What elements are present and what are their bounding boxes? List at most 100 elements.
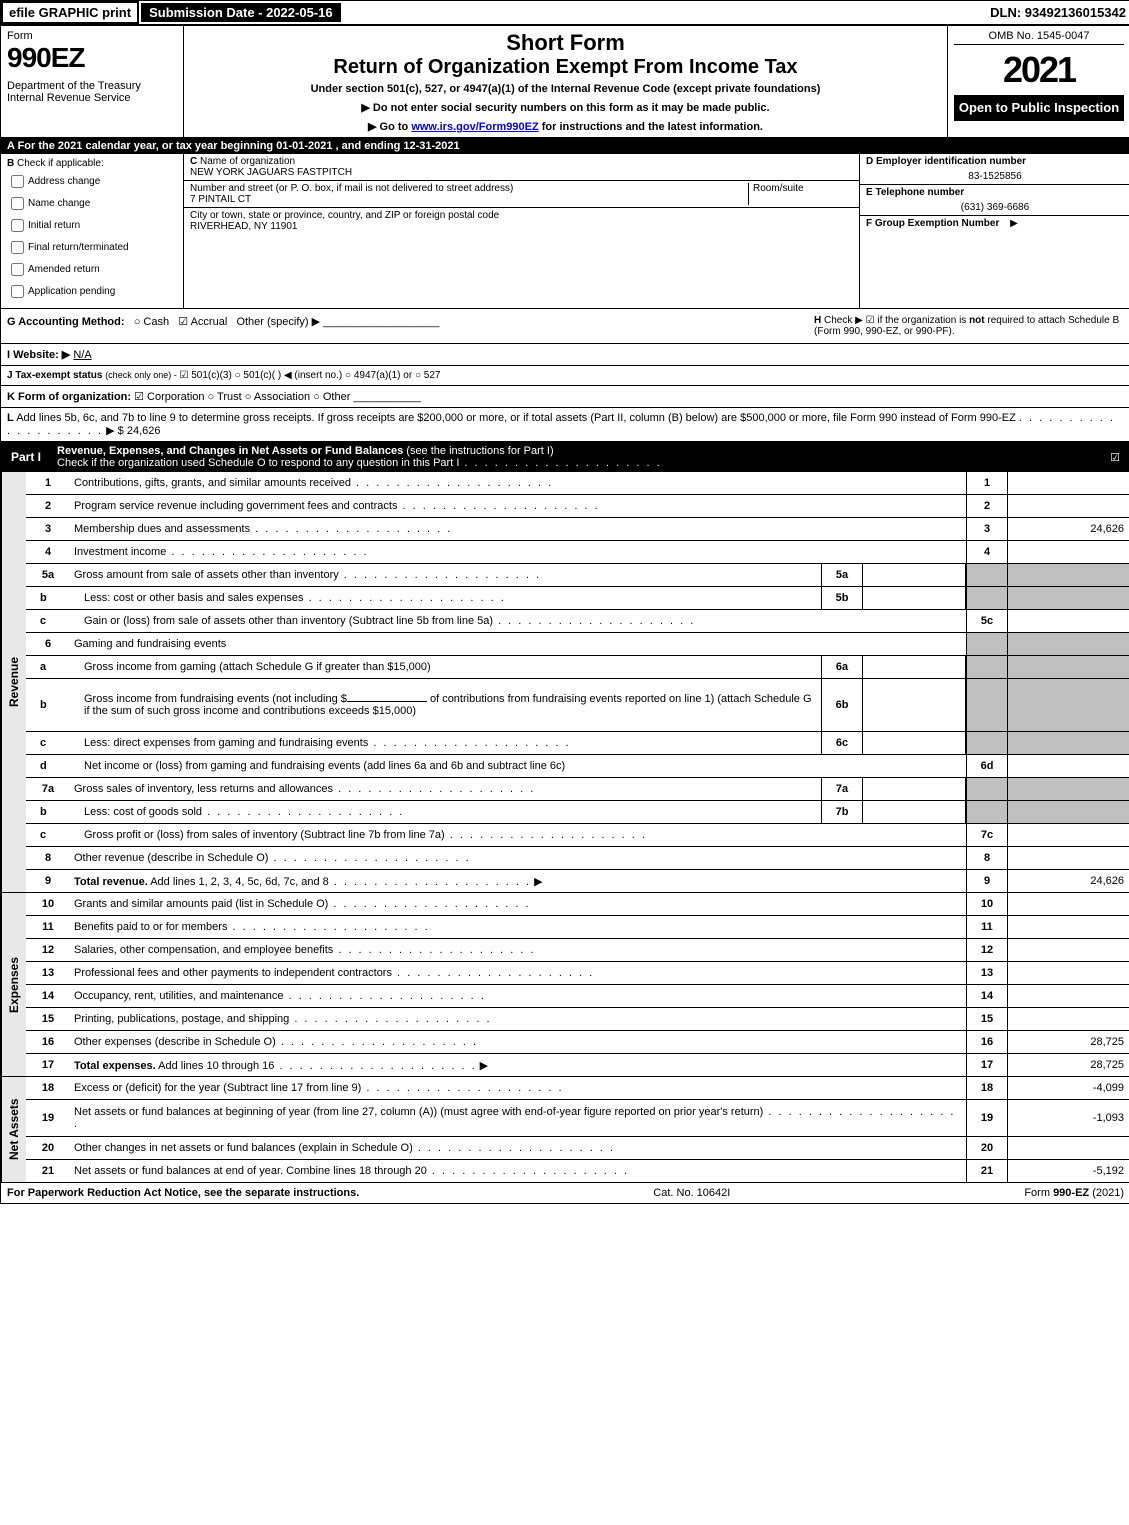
tax-exempt-label: J Tax-exempt status — [7, 370, 102, 381]
check-if-applicable: Check if applicable: — [17, 158, 104, 169]
accrual-option[interactable]: Accrual — [191, 316, 228, 328]
line-16: 16Other expenses (describe in Schedule O… — [26, 1031, 1129, 1054]
tax-exempt-options[interactable]: ☑ 501(c)(3) ○ 501(c)( ) ◀ (insert no.) ○… — [180, 370, 441, 381]
efile-button[interactable]: efile GRAPHIC print — [1, 1, 139, 24]
line-21: 21Net assets or fund balances at end of … — [26, 1160, 1129, 1182]
line-10: 10Grants and similar amounts paid (list … — [26, 893, 1129, 916]
instr2-suffix: for instructions and the latest informat… — [539, 121, 763, 133]
open-public-inspection: Open to Public Inspection — [954, 96, 1124, 121]
group-exemption-label: F Group Exemption Number — [866, 218, 999, 229]
initial-return-checkbox[interactable] — [11, 219, 24, 232]
line6b-desc1: Gross income from fundraising events (no… — [84, 693, 347, 705]
footer-right: Form 990-EZ (2021) — [1024, 1187, 1124, 1199]
org-name-box: C Name of organization NEW YORK JAGUARS … — [184, 154, 859, 181]
form-container: efile GRAPHIC print Submission Date - 20… — [0, 0, 1129, 1204]
other-option[interactable]: Other (specify) ▶ — [236, 316, 320, 328]
name-change-label: Name change — [28, 198, 90, 209]
line-7a: 7aGross sales of inventory, less returns… — [26, 778, 1129, 801]
part1-sub: (see the instructions for Part I) — [403, 445, 553, 457]
line-6d: dNet income or (loss) from gaming and fu… — [26, 755, 1129, 778]
header-right: OMB No. 1545-0047 2021 Open to Public In… — [948, 26, 1129, 137]
name-change-checkbox[interactable] — [11, 197, 24, 210]
part1-title: Revenue, Expenses, and Changes in Net As… — [57, 445, 403, 457]
line-8: 8Other revenue (describe in Schedule O)8 — [26, 847, 1129, 870]
part1-checkbox[interactable]: ☑ — [1100, 451, 1129, 464]
dln-number: DLN: 93492136015342 — [990, 5, 1129, 20]
subtitle: Under section 501(c), 527, or 4947(a)(1)… — [192, 83, 939, 95]
part1-check-text: Check if the organization used Schedule … — [57, 457, 459, 469]
checkbox-name-change[interactable]: Name change — [7, 194, 177, 213]
form-of-org-options[interactable]: ☑ Corporation ○ Trust ○ Association ○ Ot… — [134, 391, 350, 403]
section-b: B Check if applicable: Address change Na… — [1, 154, 184, 308]
telephone-label: E Telephone number — [866, 187, 1124, 198]
section-def: D Employer identification number 83-1525… — [860, 154, 1129, 308]
irs-label: Internal Revenue Service — [7, 92, 177, 104]
telephone-value: (631) 369-6686 — [866, 202, 1124, 213]
website-label: I Website: ▶ — [7, 349, 70, 361]
footer-left: For Paperwork Reduction Act Notice, see … — [7, 1187, 359, 1199]
line-12: 12Salaries, other compensation, and empl… — [26, 939, 1129, 962]
line-13: 13Professional fees and other payments t… — [26, 962, 1129, 985]
dept-treasury: Department of the Treasury — [7, 80, 177, 92]
checkbox-final-return[interactable]: Final return/terminated — [7, 238, 177, 257]
line-6a: aGross income from gaming (attach Schedu… — [26, 656, 1129, 679]
group-arrow: ▶ — [1010, 218, 1018, 229]
revenue-body: 1Contributions, gifts, grants, and simil… — [26, 472, 1129, 892]
line-7c: cGross profit or (loss) from sales of in… — [26, 824, 1129, 847]
l-label: L — [7, 412, 14, 424]
section-c: C Name of organization NEW YORK JAGUARS … — [184, 154, 860, 308]
line-a-tax-year: A For the 2021 calendar year, or tax yea… — [1, 138, 1129, 154]
checkbox-application-pending[interactable]: Application pending — [7, 282, 177, 301]
expenses-section: Expenses 10Grants and similar amounts pa… — [1, 893, 1129, 1077]
application-pending-checkbox[interactable] — [11, 285, 24, 298]
amended-return-checkbox[interactable] — [11, 263, 24, 276]
section-i: I Website: ▶ N/A — [1, 344, 1129, 366]
expenses-body: 10Grants and similar amounts paid (list … — [26, 893, 1129, 1076]
short-form-title: Short Form — [192, 30, 939, 56]
line-6c: cLess: direct expenses from gaming and f… — [26, 732, 1129, 755]
line-1: 1Contributions, gifts, grants, and simil… — [26, 472, 1129, 495]
address-box: Number and street (or P. O. box, if mail… — [184, 181, 859, 208]
final-return-checkbox[interactable] — [11, 241, 24, 254]
line-20: 20Other changes in net assets or fund ba… — [26, 1137, 1129, 1160]
header-left: Form 990EZ Department of the Treasury In… — [1, 26, 184, 137]
section-gh: G Accounting Method: ○ Cash ☑ Accrual Ot… — [1, 309, 1129, 344]
part1-label: Part I — [1, 447, 51, 467]
h-not: not — [969, 315, 985, 326]
line17-rest: Add lines 10 through 16 — [156, 1060, 275, 1072]
line-5a: 5aGross amount from sale of assets other… — [26, 564, 1129, 587]
omb-number: OMB No. 1545-0047 — [954, 30, 1124, 45]
revenue-side-label: Revenue — [1, 472, 26, 892]
room-suite-label: Room/suite — [748, 183, 853, 205]
c-label: C — [190, 156, 197, 167]
street-address: 7 PINTAIL CT — [190, 194, 251, 205]
checkbox-amended-return[interactable]: Amended return — [7, 260, 177, 279]
section-b-row: B Check if applicable: Address change Na… — [1, 154, 1129, 309]
ein-value: 83-1525856 — [866, 171, 1124, 182]
form-of-org-label: K Form of organization: — [7, 391, 131, 403]
line-2: 2Program service revenue including gover… — [26, 495, 1129, 518]
checkbox-initial-return[interactable]: Initial return — [7, 216, 177, 235]
instruction-link-line: ▶ Go to www.irs.gov/Form990EZ for instru… — [192, 120, 939, 133]
line-11: 11Benefits paid to or for members11 — [26, 916, 1129, 939]
address-change-label: Address change — [28, 176, 100, 187]
l-arrow: ▶ $ — [106, 425, 124, 437]
form-label: Form — [7, 30, 177, 42]
cash-option[interactable]: Cash — [143, 316, 169, 328]
gross-receipts-amount: 24,626 — [127, 425, 161, 437]
l-text: Add lines 5b, 6c, and 7b to line 9 to de… — [16, 412, 1016, 424]
net-assets-section: Net Assets 18Excess or (deficit) for the… — [1, 1077, 1129, 1182]
city-state-zip: RIVERHEAD, NY 11901 — [190, 221, 297, 232]
header-center: Short Form Return of Organization Exempt… — [184, 26, 948, 137]
revenue-section: Revenue 1Contributions, gifts, grants, a… — [1, 472, 1129, 893]
telephone-box: E Telephone number (631) 369-6686 — [860, 185, 1129, 216]
part1-header: Part I Revenue, Expenses, and Changes in… — [1, 442, 1129, 472]
address-change-checkbox[interactable] — [11, 175, 24, 188]
line-7b: bLess: cost of goods sold7b — [26, 801, 1129, 824]
checkbox-address-change[interactable]: Address change — [7, 172, 177, 191]
top-bar: efile GRAPHIC print Submission Date - 20… — [1, 1, 1129, 26]
ein-box: D Employer identification number 83-1525… — [860, 154, 1129, 185]
footer-form-year: (2021) — [1089, 1187, 1124, 1199]
application-pending-label: Application pending — [28, 286, 115, 297]
irs-link[interactable]: www.irs.gov/Form990EZ — [411, 121, 538, 133]
